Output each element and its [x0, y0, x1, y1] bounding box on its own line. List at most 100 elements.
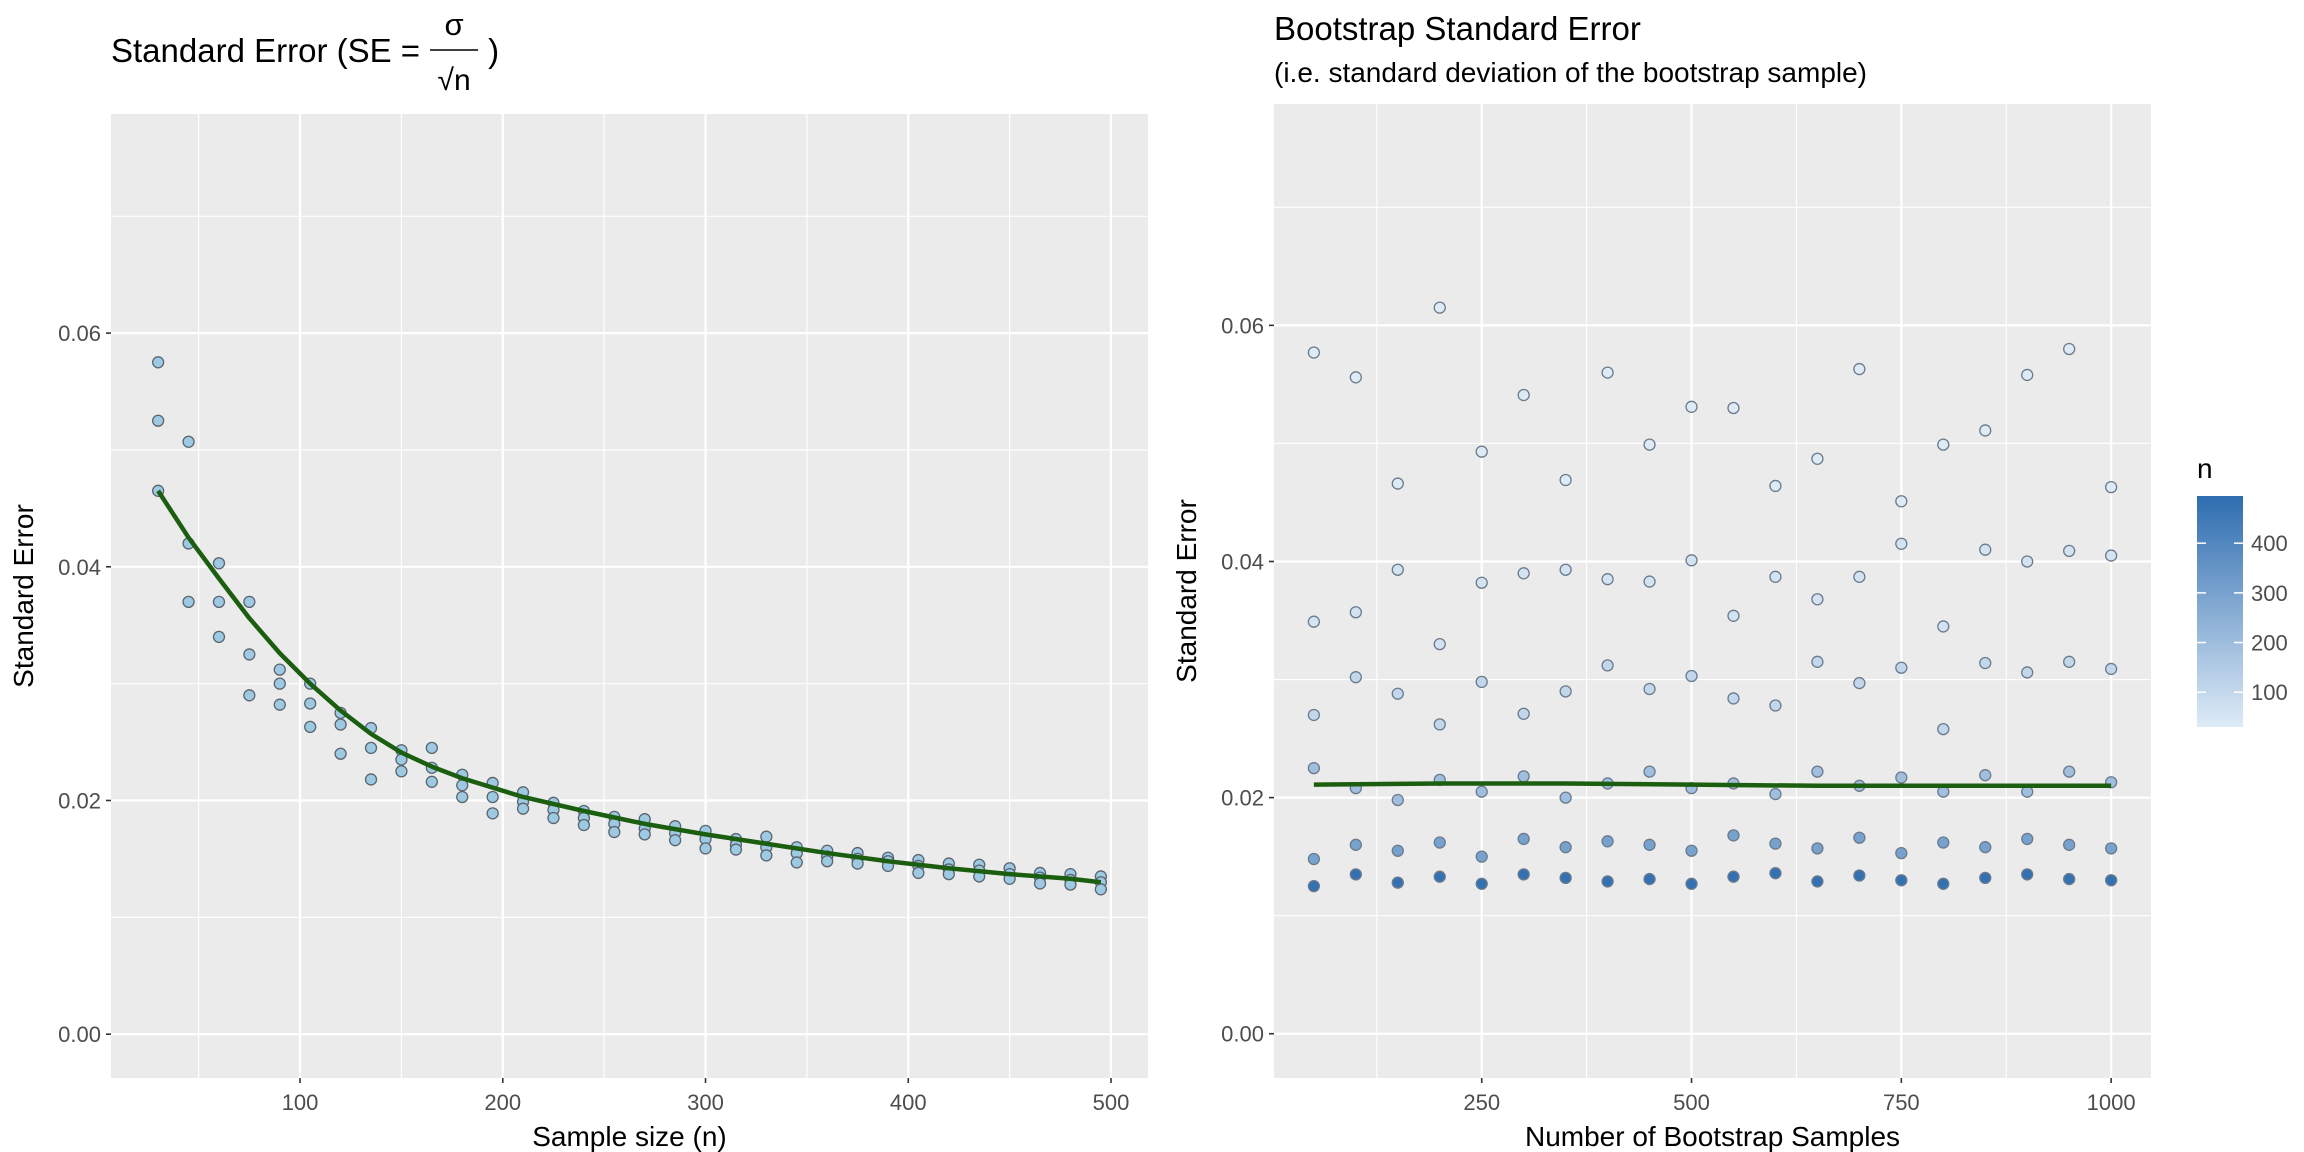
point	[1307, 880, 1321, 893]
point	[1391, 687, 1404, 700]
point	[577, 818, 591, 832]
point	[364, 741, 378, 755]
point	[364, 773, 378, 786]
point	[1769, 787, 1782, 801]
point	[1433, 870, 1446, 883]
point	[1811, 452, 1824, 465]
y-tick-label: 0.00	[58, 1022, 101, 1047]
point	[1685, 400, 1698, 413]
chart-title: Bootstrap Standard Error	[1274, 10, 1641, 47]
point	[729, 843, 743, 856]
point	[1601, 573, 1614, 586]
point	[1033, 877, 1047, 890]
y-tick-label: 0.02	[58, 788, 101, 813]
point	[1517, 770, 1530, 783]
point	[1769, 837, 1782, 850]
point	[1517, 707, 1530, 720]
legend-label: 400	[2251, 531, 2288, 556]
point	[2104, 549, 2118, 562]
point	[1475, 445, 1488, 458]
point	[1601, 875, 1614, 888]
chart-title: Standard Error (SE =	[111, 32, 420, 69]
point	[1937, 877, 1950, 890]
point	[1727, 692, 1740, 705]
point	[1979, 871, 1992, 885]
x-tick-label: 1000	[2087, 1090, 2136, 1115]
point	[1475, 675, 1488, 689]
point	[1685, 669, 1698, 683]
point	[1433, 836, 1446, 849]
point	[1601, 366, 1614, 379]
point	[1727, 870, 1740, 883]
point	[1601, 835, 1614, 848]
point	[1349, 838, 1362, 851]
point	[1643, 438, 1656, 451]
point	[1391, 563, 1404, 576]
point	[1937, 438, 1950, 451]
legend-title: n	[2197, 453, 2213, 484]
point	[821, 855, 834, 868]
point	[2104, 874, 2118, 887]
point	[1811, 842, 1824, 855]
x-tick-label: 500	[1673, 1090, 1710, 1115]
x-tick-label: 500	[1093, 1090, 1130, 1115]
y-tick-label: 0.06	[58, 321, 101, 346]
point	[2021, 832, 2034, 846]
y-tick-label: 0.04	[1221, 549, 1264, 574]
point	[334, 747, 347, 760]
trend-line	[1313, 781, 2112, 789]
point	[1979, 841, 1992, 854]
point	[1559, 685, 1572, 698]
point	[1094, 883, 1108, 896]
x-tick-label: 300	[687, 1090, 724, 1115]
point	[1643, 838, 1656, 851]
x-tick-label: 200	[484, 1090, 521, 1115]
point	[1643, 872, 1656, 886]
point	[668, 834, 682, 847]
point	[243, 595, 256, 608]
point	[2021, 555, 2034, 568]
legend-label: 300	[2251, 581, 2288, 606]
plot-background	[111, 114, 1148, 1078]
point	[1895, 661, 1908, 674]
point	[1895, 495, 1908, 508]
x-tick-label: 400	[890, 1090, 927, 1115]
point	[1853, 831, 1866, 844]
title-denominator: √n	[437, 64, 470, 97]
point	[1811, 593, 1824, 606]
point	[1391, 844, 1404, 857]
point	[486, 807, 499, 820]
point	[1937, 836, 1950, 849]
point	[395, 765, 408, 778]
point	[212, 630, 226, 644]
point	[1685, 844, 1698, 857]
point	[1853, 869, 1866, 882]
x-tick-label: 750	[1883, 1090, 1920, 1115]
point	[334, 718, 347, 731]
y-tick-label: 0.04	[58, 555, 101, 580]
point	[1475, 877, 1488, 890]
point	[212, 595, 226, 608]
point	[182, 435, 195, 448]
point	[1475, 850, 1488, 863]
point	[1391, 876, 1404, 889]
point	[1895, 846, 1908, 860]
point	[2104, 662, 2118, 676]
point	[1853, 676, 1866, 690]
point	[1559, 841, 1572, 854]
colorbar	[2197, 496, 2243, 727]
point	[1433, 718, 1446, 731]
y-tick-label: 0.00	[1221, 1022, 1264, 1047]
point	[151, 414, 165, 427]
y-tick-label: 0.02	[1221, 786, 1264, 811]
point	[1979, 543, 1992, 556]
point	[486, 790, 499, 804]
point	[1559, 563, 1572, 576]
point	[456, 790, 469, 804]
point	[425, 741, 438, 755]
point	[699, 842, 712, 855]
point	[1349, 371, 1362, 384]
point	[273, 663, 286, 676]
point	[2021, 368, 2034, 382]
point	[273, 698, 286, 711]
